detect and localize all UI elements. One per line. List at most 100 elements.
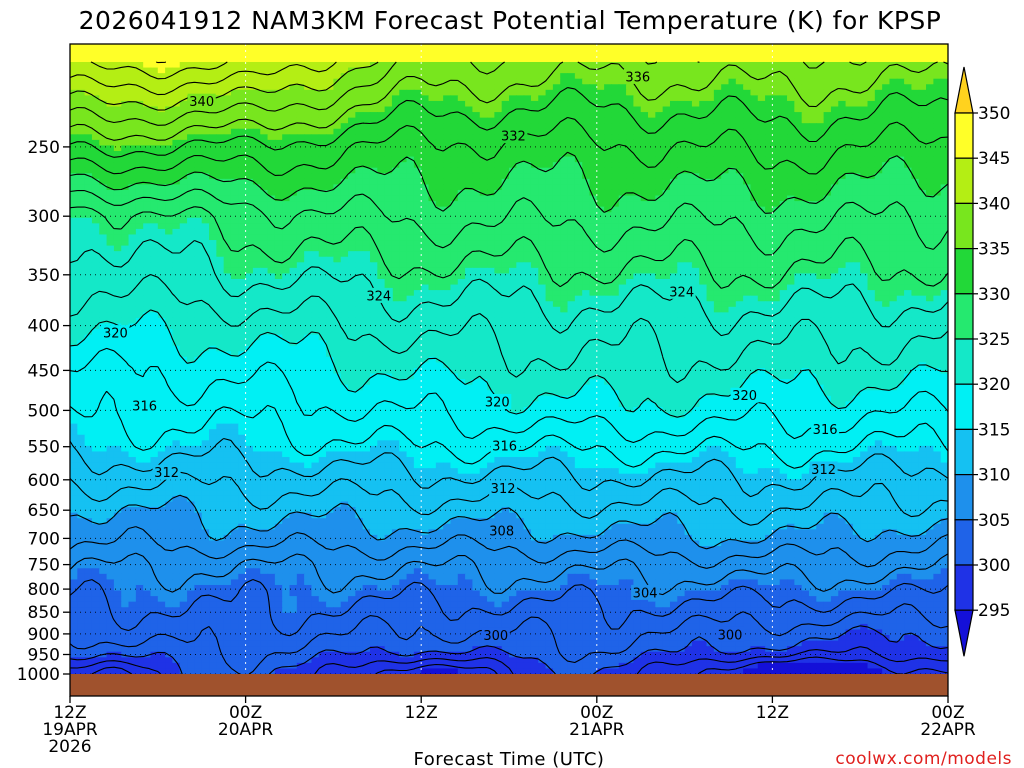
field-cell	[296, 278, 305, 286]
field-cell	[179, 167, 188, 174]
field-cell	[574, 162, 583, 169]
field-cell	[443, 234, 452, 241]
field-cell	[355, 106, 364, 113]
field-cell	[238, 100, 247, 108]
field-cell	[187, 262, 195, 269]
field-cell	[611, 67, 620, 74]
field-cell	[582, 73, 591, 80]
field-cell	[801, 84, 810, 91]
field-cell	[135, 178, 144, 185]
field-cell	[765, 100, 773, 108]
field-cell	[560, 151, 569, 158]
field-cell	[552, 223, 561, 230]
field-cell	[348, 134, 356, 141]
field-cell	[135, 228, 144, 236]
field-cell	[187, 267, 195, 275]
field-cell	[384, 251, 393, 258]
field-cell	[223, 117, 232, 124]
field-cell	[838, 67, 847, 74]
field-cell	[128, 84, 137, 91]
field-cell	[318, 195, 327, 202]
field-cell	[201, 62, 210, 69]
field-cell	[106, 62, 115, 69]
field-cell	[845, 62, 854, 69]
field-cell	[684, 240, 693, 247]
field-cell	[121, 162, 130, 169]
field-cell	[260, 156, 269, 163]
field-cell	[662, 145, 671, 152]
field-cell	[209, 62, 217, 69]
field-cell	[413, 195, 422, 202]
field-cell	[728, 95, 737, 102]
field-cell	[274, 290, 283, 297]
field-cell	[399, 251, 408, 258]
field-cell	[150, 100, 159, 108]
field-cell	[165, 156, 174, 163]
field-cell	[113, 206, 122, 213]
field-cell	[450, 95, 459, 102]
field-cell	[940, 212, 948, 219]
field-cell	[677, 195, 686, 202]
field-cell	[816, 262, 825, 269]
field-cell	[157, 89, 166, 96]
field-cell	[99, 117, 108, 124]
field-cell	[84, 139, 93, 147]
field-cell	[860, 217, 869, 224]
field-cell	[845, 284, 854, 291]
field-cell	[267, 139, 276, 147]
field-cell	[509, 67, 517, 74]
field-cell	[106, 112, 115, 119]
field-cell	[567, 256, 576, 263]
field-cell	[282, 240, 291, 247]
field-cell	[128, 251, 137, 258]
field-cell	[377, 284, 386, 291]
field-cell	[348, 78, 356, 85]
field-cell	[882, 78, 891, 85]
field-cell	[384, 128, 393, 135]
field-cell	[348, 95, 356, 102]
field-cell	[845, 240, 854, 247]
field-cell	[852, 112, 861, 119]
field-cell	[377, 145, 386, 152]
field-cell	[113, 173, 122, 180]
field-cell	[933, 240, 942, 247]
field-cell	[201, 139, 210, 147]
field-cell	[348, 84, 356, 91]
field-cell	[267, 217, 276, 224]
field-cell	[699, 151, 708, 158]
field-cell	[933, 262, 942, 269]
field-cell	[113, 262, 122, 269]
field-cell	[465, 240, 474, 247]
field-cell	[545, 256, 554, 263]
field-cell	[567, 273, 576, 280]
field-cell	[669, 167, 678, 174]
field-cell	[443, 251, 452, 258]
field-cell	[106, 273, 115, 280]
field-cell	[450, 106, 459, 113]
field-cell	[311, 123, 320, 130]
field-cell	[479, 206, 488, 213]
field-cell	[794, 145, 803, 152]
field-cell	[940, 100, 948, 108]
field-cell	[406, 290, 415, 297]
field-cell	[91, 73, 100, 80]
field-cell	[143, 151, 152, 158]
field-cell	[713, 134, 722, 141]
field-cell	[223, 189, 232, 197]
field-cell	[552, 123, 561, 130]
field-cell	[516, 245, 525, 252]
field-cell	[209, 217, 217, 224]
field-cell	[465, 89, 474, 96]
field-cell	[772, 106, 781, 113]
field-cell	[406, 62, 415, 69]
field-cell	[830, 162, 839, 169]
field-cell	[282, 245, 291, 252]
field-cell	[252, 117, 261, 124]
field-cell	[465, 217, 474, 224]
field-cell	[750, 251, 759, 258]
field-cell	[706, 251, 715, 258]
field-cell	[472, 89, 481, 96]
field-cell	[794, 95, 803, 102]
field-cell	[333, 73, 342, 80]
field-cell	[172, 228, 181, 236]
